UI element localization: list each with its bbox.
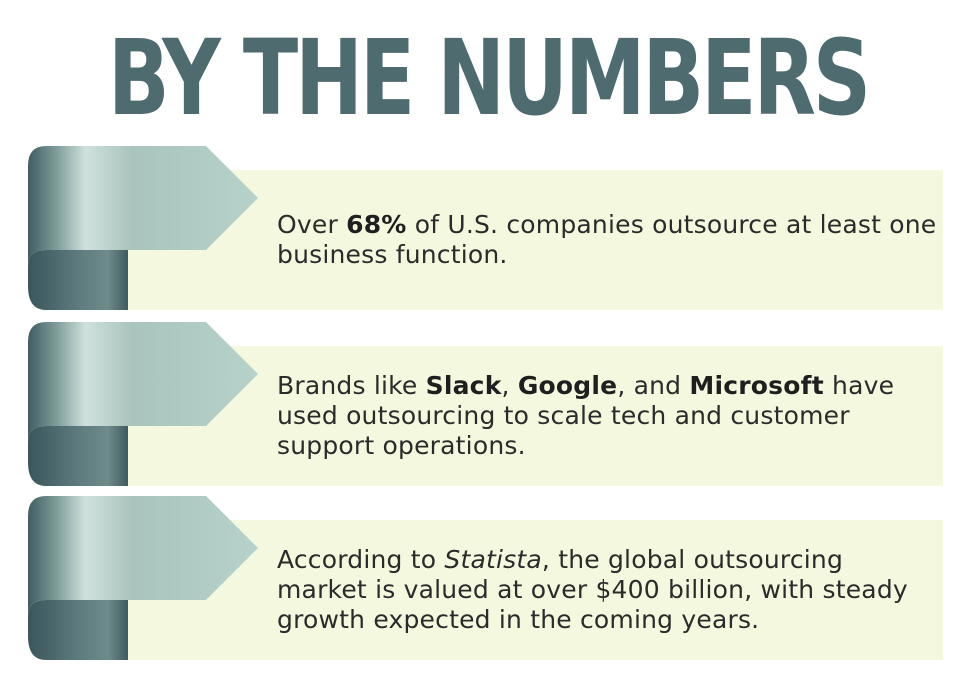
stat-highlight: Google xyxy=(517,371,618,400)
ribbon-arrow-icon xyxy=(28,496,258,660)
stat-text-content: According to Statista, the global outsou… xyxy=(277,545,937,635)
stat-highlight: Microsoft xyxy=(689,371,824,400)
stat-card-panel xyxy=(128,170,943,310)
stat-card-3: According to Statista, the global outsou… xyxy=(28,496,944,662)
stat-card-panel xyxy=(128,346,943,486)
stat-highlight: Slack xyxy=(425,371,502,400)
stat-text: Over 68% of U.S. companies outsource at … xyxy=(277,170,937,310)
stat-text-segment: , and xyxy=(617,371,690,400)
stat-highlight: 68% xyxy=(346,210,407,239)
stat-text-segment: , the global outsourcing market is value… xyxy=(277,545,908,634)
stat-card-2: Brands like Slack, Google, and Microsoft… xyxy=(28,322,944,488)
ribbon-arrow-icon xyxy=(28,146,258,310)
stat-text-segment: According to xyxy=(277,545,445,574)
stat-card-1: Over 68% of U.S. companies outsource at … xyxy=(28,146,944,312)
stat-text-content: Brands like Slack, Google, and Microsoft… xyxy=(277,371,937,461)
stat-card-panel xyxy=(128,520,943,660)
stat-text-segment: of U.S. companies outsource at least one… xyxy=(277,210,937,269)
stat-text-segment: have used outsourcing to scale tech and … xyxy=(277,371,895,460)
stat-text-segment: , xyxy=(501,371,518,400)
stat-text: Brands like Slack, Google, and Microsoft… xyxy=(277,346,937,486)
stat-text-segment: Brands like xyxy=(277,371,426,400)
stat-text-content: Over 68% of U.S. companies outsource at … xyxy=(277,210,937,270)
ribbon-arrow-icon xyxy=(28,322,258,486)
stat-text: According to Statista, the global outsou… xyxy=(277,520,937,660)
page-title: BY THE NUMBERS xyxy=(107,17,871,139)
stat-highlight: Statista xyxy=(444,545,542,574)
stat-text-segment: Over xyxy=(277,210,347,239)
